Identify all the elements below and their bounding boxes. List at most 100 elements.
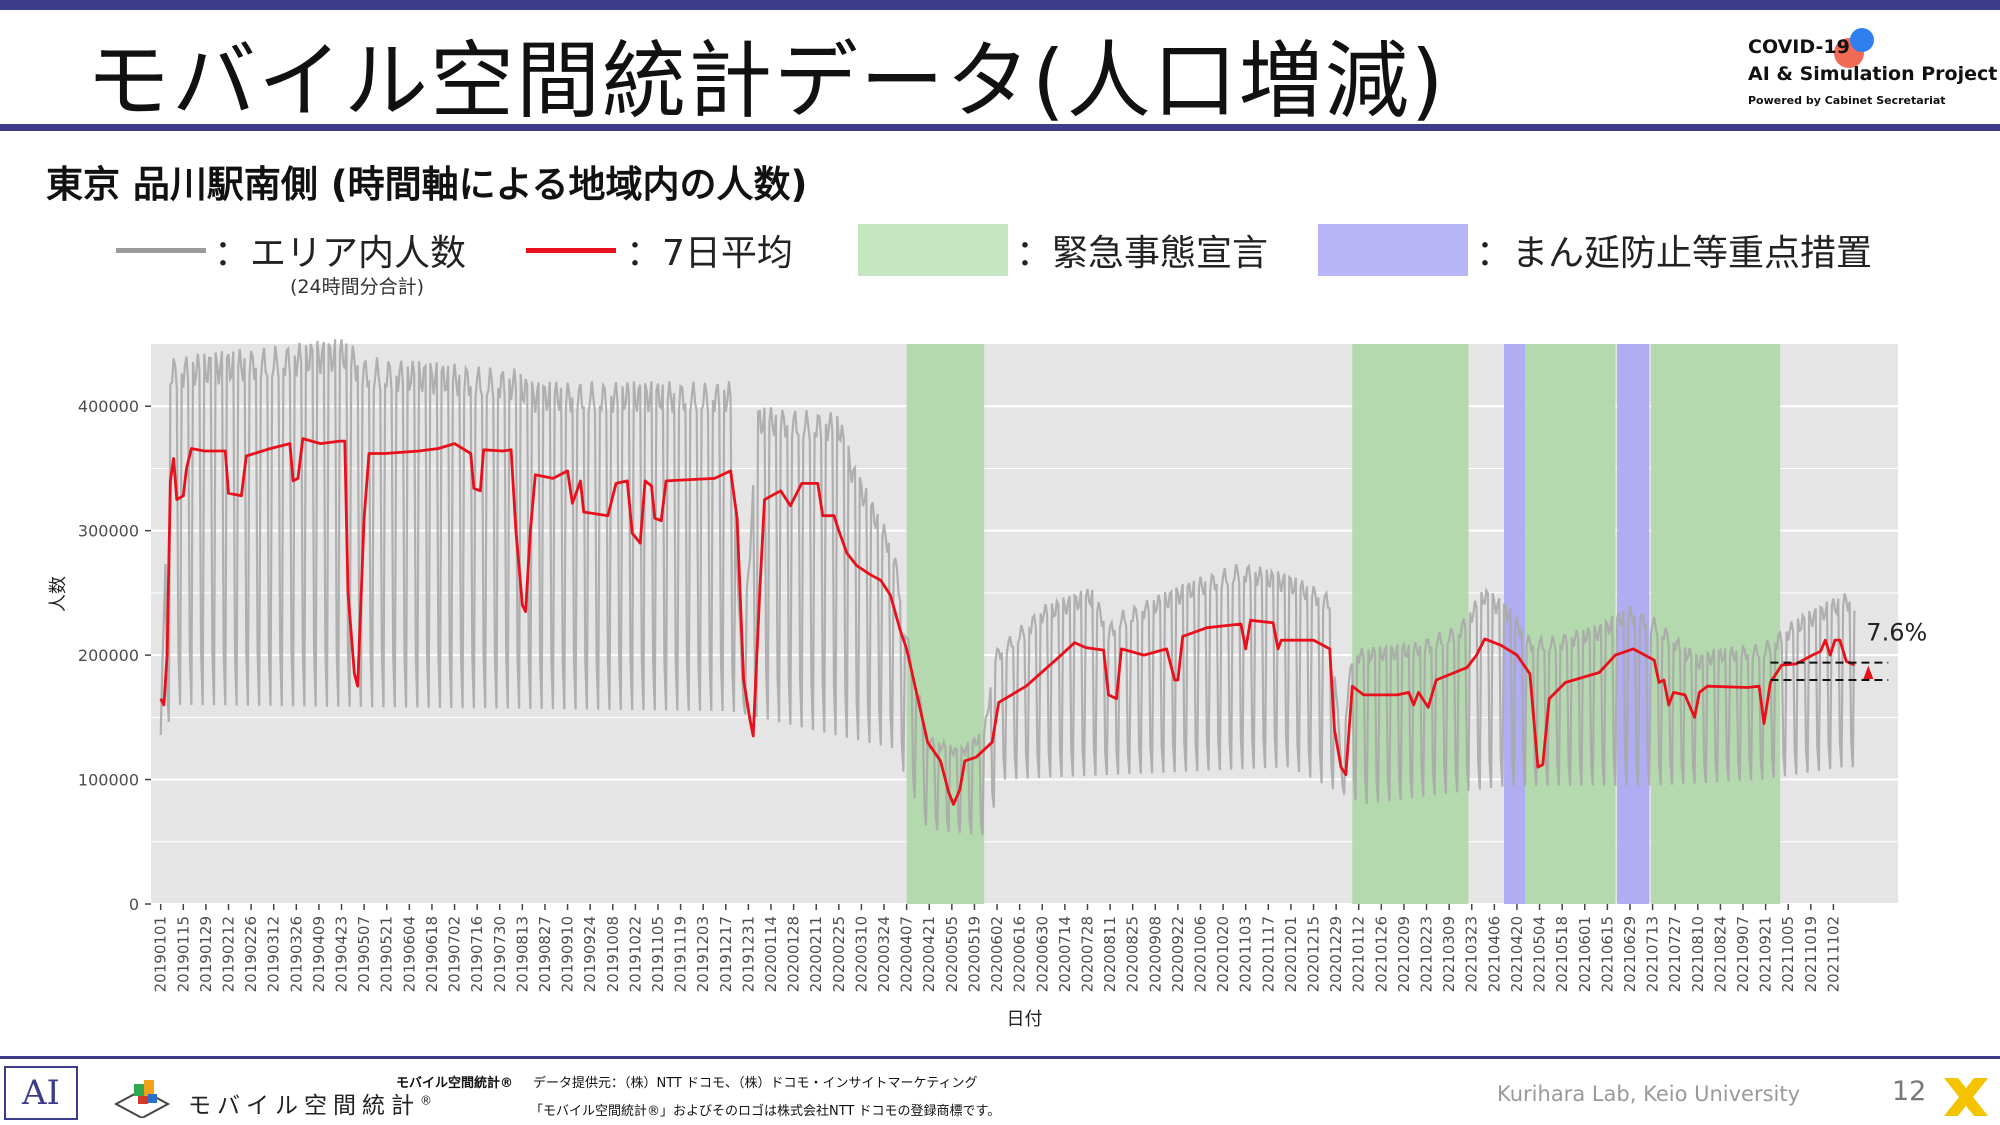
footer-lab-credit: Kurihara Lab, Keio University	[1497, 1082, 1801, 1106]
x-tick-label: 20191119	[672, 916, 690, 992]
footer-brand: モバイル空間統計®	[188, 1086, 432, 1120]
x-tick-label: 20210126	[1372, 916, 1390, 992]
legend-daily-label: ：エリア内人数	[214, 233, 467, 274]
page-number: 12	[1892, 1076, 1927, 1107]
legend-emergency-swatch	[858, 224, 1008, 276]
x-tick-label: 20190212	[220, 916, 238, 992]
y-tick-label: 400000	[78, 397, 139, 416]
project-logo: COVID-19 AI & Simulation Project Powered…	[1748, 28, 1997, 118]
x-tick-label: 20200616	[1011, 916, 1029, 992]
x-tick-label: 20190521	[378, 916, 396, 992]
x-tick-label: 20190618	[423, 916, 441, 992]
legend-manen-label: ：まん延防止等重点措置	[1476, 233, 1873, 274]
x-tick-label: 20191008	[604, 916, 622, 992]
x-tick-label: 20191105	[649, 916, 667, 992]
x-tick-label: 20200630	[1033, 916, 1051, 992]
ai-logo: AI	[4, 1066, 78, 1120]
annotation-label: 7.6%	[1866, 619, 1927, 647]
x-tick-label: 20210713	[1644, 916, 1662, 992]
x-tick-label: 20200714	[1056, 916, 1074, 992]
x-tick-label: 20200211	[807, 916, 825, 992]
x-tick-label: 20210420	[1508, 916, 1526, 992]
title-divider	[0, 124, 2000, 131]
x-axis-label: 日付	[1007, 1009, 1043, 1030]
logo-line-2: AI & Simulation Project	[1748, 63, 1998, 85]
x-tick-label: 20201215	[1305, 916, 1323, 992]
legend-avg-label: ：7日平均	[626, 233, 793, 274]
x-tick-label: 20201006	[1191, 916, 1209, 992]
x-axis: 20190101 20190115 20190129 20190212 20190226…	[152, 904, 1842, 992]
y-tick-label: 200000	[78, 646, 139, 665]
x-tick-label: 20210518	[1553, 916, 1571, 992]
x-tick-label: 20201229	[1327, 916, 1345, 992]
chart-subtitle: 東京 品川駅南側 (時間軸による地域内の人数)	[46, 163, 808, 206]
x-tick-label: 20200505	[943, 916, 961, 992]
logo-blue-dot	[1850, 28, 1874, 52]
x-tick-label: 20210323	[1463, 916, 1481, 992]
x-tick-label: 20190226	[242, 916, 260, 992]
x-tick-label: 20201103	[1237, 916, 1255, 992]
footer-divider	[0, 1056, 2000, 1059]
y-tick-label: 300000	[78, 522, 139, 541]
y-tick-label: 100000	[78, 771, 139, 790]
x-tick-label: 20190423	[333, 916, 351, 992]
x-tick-label: 20200811	[1101, 916, 1119, 992]
x-tick-label: 20210615	[1598, 916, 1616, 992]
y-axis-label: 人数	[48, 576, 69, 612]
x-tick-label: 20200128	[785, 916, 803, 992]
legend-daily-swatch	[116, 248, 206, 253]
daily-line	[159, 339, 1856, 836]
x-tick-label: 20200114	[762, 916, 780, 992]
x-tick-label: 20211102	[1824, 916, 1842, 992]
x-tick-label: 20200908	[1146, 916, 1164, 992]
x-tick-label: 20190827	[536, 916, 554, 992]
x-tick-label: 20200421	[920, 916, 938, 992]
x-tick-label: 20210727	[1666, 916, 1684, 992]
x-tick-label: 20210824	[1711, 916, 1729, 992]
x-tick-label: 20201117	[1259, 916, 1277, 992]
footer-data-source: データ提供元：（株）NTT ドコモ、（株）ドコモ・インサイトマーケティング	[533, 1076, 978, 1091]
page-title: モバイル空間統計データ(人口増減)	[86, 32, 1446, 130]
x-tick-label: 20210810	[1689, 916, 1707, 992]
avg-series	[159, 437, 1855, 806]
x-tick-label: 20200519	[965, 916, 983, 992]
emergency-period	[1650, 344, 1781, 904]
x-tick-label: 20190326	[287, 916, 305, 992]
x-tick-label: 20210629	[1621, 916, 1639, 992]
x-tick-label: 20190101	[152, 916, 170, 992]
x-tick-label: 20190129	[197, 916, 215, 992]
x-tick-label: 20190702	[446, 916, 464, 992]
x-tick-label: 20200825	[1124, 916, 1142, 992]
emergency-period	[1525, 344, 1616, 904]
x-tick-label: 20190409	[310, 916, 328, 992]
x-tick-label: 20190507	[355, 916, 373, 992]
x-tick-label: 20200310	[852, 916, 870, 992]
x-tick-label: 20210921	[1757, 916, 1775, 992]
legend-avg-swatch	[526, 248, 616, 253]
legend-manen-swatch	[1318, 224, 1468, 276]
logo-line-1: COVID-19	[1748, 36, 1850, 58]
shaded-periods	[906, 344, 1781, 904]
footer-trademark: 「モバイル空間統計®」およびそのロゴは株式会社NTT ドコモの登録商標です。	[530, 1104, 1001, 1119]
x-tick-label: 20200407	[898, 916, 916, 992]
annotation-arrow	[1863, 665, 1874, 679]
x-tick-label: 20190730	[491, 916, 509, 992]
x-tick-label: 20200225	[830, 916, 848, 992]
x-tick-label: 20210112	[1350, 916, 1368, 992]
x-tick-label: 20210223	[1418, 916, 1436, 992]
mobile-stats-logo-icon	[113, 1080, 171, 1118]
x-tick-label: 20191022	[626, 916, 644, 992]
x-tick-label: 20190115	[174, 916, 192, 992]
emergency-period	[1352, 344, 1469, 904]
x-tick-label: 20200728	[1078, 916, 1096, 992]
x-tick-label: 20190813	[513, 916, 531, 992]
footer-brand-text: モバイル空間統計	[188, 1093, 420, 1119]
x-tick-label: 20190924	[581, 916, 599, 992]
x-tick-label: 20201201	[1282, 916, 1300, 992]
x-tick-label: 20210504	[1531, 916, 1549, 992]
x-tick-label: 20210209	[1395, 916, 1413, 992]
x-tick-label: 20211019	[1802, 916, 1820, 992]
daily-series	[159, 339, 1856, 836]
x-tick-label: 20200922	[1169, 916, 1187, 992]
